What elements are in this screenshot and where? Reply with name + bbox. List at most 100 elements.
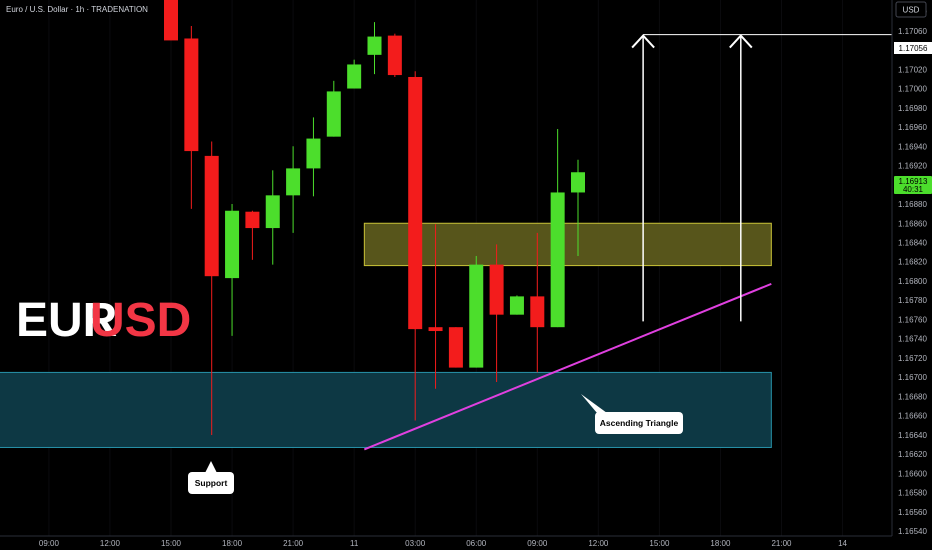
candle[interactable] xyxy=(408,71,423,421)
price-tick-label: 1.16940 xyxy=(898,142,927,151)
candle-body xyxy=(286,168,301,196)
price-tick-label: 1.16780 xyxy=(898,296,927,305)
candle[interactable] xyxy=(347,59,362,89)
candle[interactable] xyxy=(265,170,280,265)
candle-body xyxy=(347,64,362,89)
time-tick-label: 21:00 xyxy=(771,539,792,548)
candle[interactable] xyxy=(550,128,565,328)
candle-body xyxy=(489,264,504,315)
price-axis-background xyxy=(892,0,932,550)
candle[interactable] xyxy=(225,204,240,336)
time-tick-label: 12:00 xyxy=(588,539,609,548)
support-zone[interactable] xyxy=(0,371,772,448)
price-tick-label: 1.16660 xyxy=(898,412,927,421)
candle-body xyxy=(367,36,382,55)
candle-body xyxy=(571,172,585,193)
price-tick-label: 1.16680 xyxy=(898,392,927,401)
candle[interactable] xyxy=(164,0,178,41)
candle[interactable] xyxy=(530,232,545,373)
symbol-title: Euro / U.S. Dollar · 1h · TRADENATION xyxy=(6,5,148,14)
time-tick-label: 06:00 xyxy=(466,539,487,548)
pair-label-eur: EUR xyxy=(16,294,117,347)
candle-body xyxy=(225,210,240,279)
pair-label-usd: USD xyxy=(90,294,191,347)
candle[interactable] xyxy=(184,25,199,209)
candle[interactable] xyxy=(448,327,463,368)
candle-body xyxy=(184,38,199,152)
currency-box-frame xyxy=(895,1,927,18)
candle-body xyxy=(164,0,178,41)
candle[interactable] xyxy=(326,80,341,137)
candle-body xyxy=(509,296,524,315)
price-tick-label: 1.16580 xyxy=(898,489,927,498)
candles-layer[interactable] xyxy=(164,0,585,435)
candle[interactable] xyxy=(306,117,321,197)
price-tick-label: 1.16800 xyxy=(898,277,927,286)
candle[interactable] xyxy=(367,22,382,75)
candle[interactable] xyxy=(428,224,443,389)
x-grid xyxy=(48,0,844,536)
current-price-tag-box xyxy=(894,176,932,194)
candle-body xyxy=(550,192,565,328)
price-tick-label: 1.16960 xyxy=(898,123,927,132)
time-axis-background xyxy=(0,536,892,550)
time-tick-label: 09:00 xyxy=(39,539,60,548)
price-tick-label: 1.16600 xyxy=(898,469,927,478)
currency-box[interactable]: USD xyxy=(895,1,927,18)
price-tick-label: 1.17060 xyxy=(898,27,927,36)
price-tick-label: 1.16620 xyxy=(898,450,927,459)
candle[interactable] xyxy=(286,146,301,233)
price-tick-label: 1.16860 xyxy=(898,219,927,228)
trendline-layer[interactable] xyxy=(363,282,772,451)
pattern-callout[interactable]: Ascending Triangle xyxy=(581,394,683,434)
price-tick-label: 1.16640 xyxy=(898,431,927,440)
candle[interactable] xyxy=(489,244,504,383)
pattern-callout-pointer xyxy=(581,394,607,413)
candle[interactable] xyxy=(387,33,402,77)
candle[interactable] xyxy=(469,255,484,368)
target-arrows-layer[interactable] xyxy=(631,34,893,322)
candle-body xyxy=(204,155,219,277)
price-tick-label: 1.16920 xyxy=(898,162,927,171)
candle-body xyxy=(469,264,484,368)
zones-layer xyxy=(0,222,772,448)
support-label: Support xyxy=(195,478,228,488)
candle-body xyxy=(530,296,545,328)
pattern-label: Ascending Triangle xyxy=(600,418,679,428)
price-tick-label: 1.16740 xyxy=(898,335,927,344)
time-tick-label: 14 xyxy=(838,539,847,548)
time-tick-label: 18:00 xyxy=(710,539,731,548)
ascending-trendline[interactable] xyxy=(363,282,772,451)
price-tick-label: 1.16880 xyxy=(898,200,927,209)
resistance-zone[interactable] xyxy=(363,222,772,267)
currency-label: USD xyxy=(903,6,920,15)
current-price-tag: 1.16913 40:31 xyxy=(894,176,932,194)
candle[interactable] xyxy=(204,141,219,435)
support-callout[interactable]: Support xyxy=(188,461,234,494)
price-tick-label: 1.16980 xyxy=(898,104,927,113)
candle-body xyxy=(408,76,423,330)
candle-body xyxy=(428,327,443,332)
time-axis[interactable]: 09:00 12:00 15:00 18:00 21:00 11 03:00 06:00 09:… xyxy=(0,535,892,550)
candle[interactable] xyxy=(509,295,524,315)
time-tick-label: 21:00 xyxy=(283,539,304,548)
candle[interactable] xyxy=(571,159,585,256)
target-price-tag-box xyxy=(894,42,932,54)
price-tick-label: 1.16720 xyxy=(898,354,927,363)
price-tick-label: 1.16540 xyxy=(898,527,927,536)
candle-body xyxy=(326,91,341,137)
candle-body xyxy=(245,211,260,229)
time-tick-label: 11 xyxy=(350,539,359,548)
target-arrow-head xyxy=(631,34,655,49)
candle[interactable] xyxy=(245,210,260,260)
time-tick-label: 15:00 xyxy=(649,539,670,548)
time-tick-label: 09:00 xyxy=(527,539,548,548)
pair-label: EUR USD xyxy=(16,294,191,347)
price-axis[interactable]: 1.170801.170601.170401.170201.170001.169… xyxy=(891,0,932,550)
support-callout-pointer xyxy=(205,461,217,473)
candle-countdown: 40:31 xyxy=(903,185,924,194)
price-tick-label: 1.17000 xyxy=(898,85,927,94)
target-price-tag: 1.17056 xyxy=(894,42,932,54)
